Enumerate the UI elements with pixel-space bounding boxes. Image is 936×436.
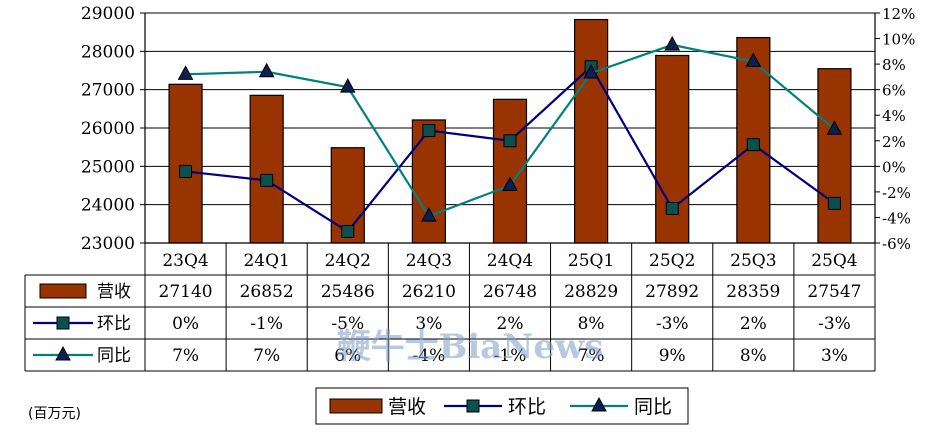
table-cell: 3% (821, 346, 848, 366)
table-cell: 9% (659, 346, 686, 366)
legend-label: 同比 (634, 396, 672, 418)
table-cell: -1% (494, 346, 527, 366)
marker-triangle-25Q2 (664, 35, 681, 51)
row-name: 环比 (97, 314, 131, 334)
marker-square-24Q2 (341, 225, 355, 238)
left-tick-label: 24000 (81, 196, 135, 216)
category-label: 24Q2 (325, 251, 371, 271)
left-tick-label: 27000 (81, 81, 135, 101)
marker-triangle-25Q1 (583, 64, 599, 79)
category-label: 25Q1 (568, 251, 614, 271)
table-cell: 26852 (240, 282, 294, 302)
left-tick-label: 28000 (81, 42, 135, 62)
table-cell: 7% (172, 346, 199, 366)
legend-label: 环比 (508, 396, 546, 418)
left-tick-label: 23000 (81, 234, 135, 254)
table-cell: -1% (250, 314, 283, 334)
legend-key-营收 (329, 398, 383, 414)
table-cell: -4% (413, 346, 446, 366)
data-table: 23Q4 24Q1 24Q2 24Q3 24Q4 25Q1 25Q2 25Q3 25Q4 营收 27… (24, 242, 876, 372)
marker-triangle-24Q1 (258, 62, 275, 78)
category-label: 24Q3 (406, 251, 452, 271)
marker-triangle-23Q4 (177, 65, 194, 80)
left-tick-label: 26000 (81, 119, 135, 139)
table-cell: 26210 (402, 282, 456, 302)
ratio-lines (177, 35, 843, 238)
revenue-bars (168, 18, 852, 244)
table-cell: 0% (172, 314, 199, 334)
marker-square-23Q4 (179, 164, 193, 178)
marker-square-24Q4 (503, 134, 517, 148)
table-cell: 27140 (159, 282, 213, 302)
table-cell: 8% (740, 346, 767, 366)
category-label: 25Q3 (730, 251, 776, 271)
legend-marker (466, 399, 480, 413)
marker-triangle-25Q4 (826, 120, 843, 135)
bar-24Q1 (249, 94, 284, 244)
bar-24Q3 (411, 119, 446, 244)
table-cell: 6% (334, 346, 361, 366)
row-key-marker (56, 316, 70, 330)
marker-square-25Q4 (827, 196, 841, 210)
bar-25Q4 (817, 68, 852, 244)
category-label: 25Q4 (811, 251, 857, 271)
table-cell: 28359 (726, 282, 780, 302)
table-cell: 2% (740, 314, 767, 334)
right-tick-label: 10% (882, 31, 915, 49)
legend: 营收 环比 同比 (315, 387, 689, 425)
category-label: 24Q1 (243, 251, 289, 271)
marker-triangle-25Q3 (745, 52, 762, 68)
right-tick-label: -2% (882, 184, 911, 202)
right-tick-label: 8% (882, 56, 906, 74)
category-label: 24Q4 (487, 251, 533, 271)
table-cell: 27547 (807, 282, 861, 302)
right-tick-label: 0% (882, 158, 906, 176)
marker-square-24Q1 (260, 173, 274, 187)
marker-triangle-24Q2 (339, 78, 356, 93)
legend-marker (591, 396, 607, 412)
table-cell: 2% (497, 314, 524, 334)
table-cell: 8% (578, 314, 605, 334)
marker-square-25Q3 (746, 138, 760, 152)
table-cell: 28829 (564, 282, 618, 302)
table-cell: 7% (578, 346, 605, 366)
table-cell: 27892 (645, 282, 699, 302)
table-cell: -3% (656, 314, 689, 334)
row-key-marker (55, 345, 71, 361)
row-name: 同比 (97, 346, 131, 366)
left-tick-label: 29000 (81, 4, 135, 24)
right-tick-label: 6% (882, 82, 906, 100)
table-cell: 7% (253, 346, 280, 366)
table-cell: -3% (818, 314, 851, 334)
table-cell: -5% (331, 314, 364, 334)
right-tick-label: 2% (882, 133, 906, 151)
row-name: 营收 (97, 282, 131, 302)
table-cell: 26748 (483, 282, 537, 302)
marker-square-25Q2 (665, 202, 679, 215)
marker-triangle-24Q4 (502, 176, 518, 191)
unit-note: (百万元) (28, 406, 81, 422)
right-tick-label: 12% (882, 5, 915, 23)
table-cell: 3% (415, 314, 442, 334)
marker-square-24Q3 (422, 124, 436, 138)
category-label: 23Q4 (162, 251, 208, 271)
right-tick-label: -4% (882, 209, 911, 227)
right-tick-label: 4% (882, 107, 906, 125)
marker-triangle-24Q3 (421, 207, 437, 222)
bar-23Q4 (168, 83, 203, 244)
table-cell: 25486 (321, 282, 375, 302)
right-tick-label: -6% (882, 235, 911, 253)
left-tick-label: 25000 (81, 157, 135, 177)
category-label: 25Q2 (649, 251, 695, 271)
legend-label: 营收 (388, 396, 426, 418)
axes: 23000 24000 25000 26000 27000 28000 29000 -6% -4… (81, 4, 915, 254)
watermark: 鞭牛士BiaNews (337, 327, 604, 367)
bar-25Q1 (574, 18, 609, 244)
row-key-营收 (39, 283, 87, 299)
